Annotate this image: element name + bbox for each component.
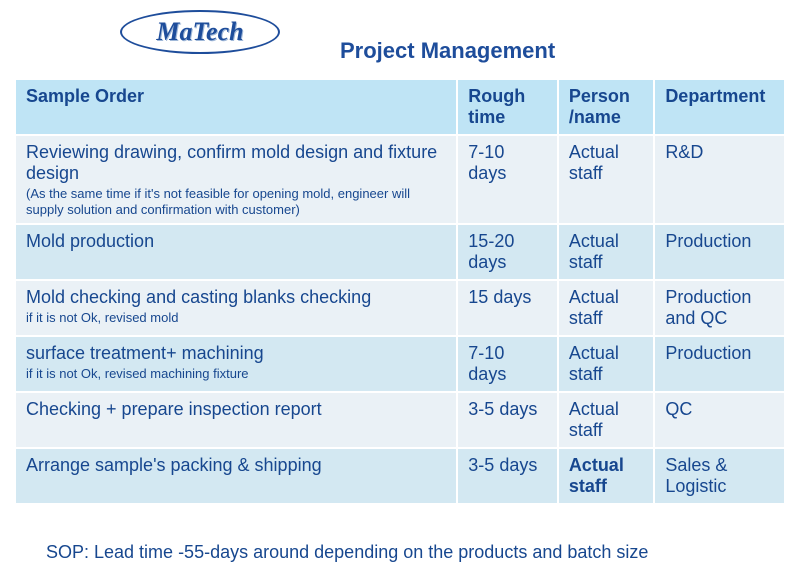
table-header-row: Sample Order Rough time Person /name Dep… bbox=[15, 79, 785, 135]
table-row: Arrange sample's packing & shipping 3-5 d… bbox=[15, 448, 785, 504]
order-subnote: (As the same time if it's not feasible f… bbox=[26, 186, 446, 217]
cell-person: Actual staff bbox=[558, 224, 655, 280]
cell-dept: QC bbox=[654, 392, 785, 448]
cell-order: Arrange sample's packing & shipping bbox=[15, 448, 457, 504]
page-title: Project Management bbox=[340, 38, 555, 64]
order-main: Mold checking and casting blanks checkin… bbox=[26, 287, 371, 307]
cell-person: Actual staff bbox=[558, 448, 655, 504]
table-row: Mold checking and casting blanks checkin… bbox=[15, 280, 785, 336]
cell-dept: Sales & Logistic bbox=[654, 448, 785, 504]
project-table: Sample Order Rough time Person /name Dep… bbox=[14, 78, 786, 505]
order-main: Mold production bbox=[26, 231, 154, 251]
cell-person: Actual staff bbox=[558, 135, 655, 224]
cell-time: 7-10 days bbox=[457, 336, 558, 392]
cell-dept: Production bbox=[654, 224, 785, 280]
col-order-header: Sample Order bbox=[15, 79, 457, 135]
cell-time: 3-5 days bbox=[457, 392, 558, 448]
cell-dept: Production and QC bbox=[654, 280, 785, 336]
cell-order: Mold checking and casting blanks checkin… bbox=[15, 280, 457, 336]
cell-dept: R&D bbox=[654, 135, 785, 224]
cell-time: 3-5 days bbox=[457, 448, 558, 504]
col-time-header: Rough time bbox=[457, 79, 558, 135]
col-person-header: Person /name bbox=[558, 79, 655, 135]
logo-text: MaTech bbox=[156, 17, 243, 47]
cell-order: Checking + prepare inspection report bbox=[15, 392, 457, 448]
cell-order: surface treatment+ machining if it is not… bbox=[15, 336, 457, 392]
table-row: Mold production 15-20 daysActual staffPro… bbox=[15, 224, 785, 280]
col-dept-header: Department bbox=[654, 79, 785, 135]
footer-note: SOP: Lead time -55-days around depending… bbox=[46, 542, 648, 563]
table-row: Reviewing drawing, confirm mold design a… bbox=[15, 135, 785, 224]
order-subnote: if it is not Ok, revised mold bbox=[26, 310, 446, 326]
logo-container: MaTech bbox=[120, 10, 280, 54]
cell-time: 15-20 days bbox=[457, 224, 558, 280]
cell-person: Actual staff bbox=[558, 280, 655, 336]
cell-time: 7-10 days bbox=[457, 135, 558, 224]
table-body: Reviewing drawing, confirm mold design a… bbox=[15, 135, 785, 504]
logo-ellipse: MaTech bbox=[120, 10, 280, 54]
order-main: Arrange sample's packing & shipping bbox=[26, 455, 322, 475]
order-main: surface treatment+ machining bbox=[26, 343, 264, 363]
cell-order: Reviewing drawing, confirm mold design a… bbox=[15, 135, 457, 224]
order-subnote: if it is not Ok, revised machining fixtu… bbox=[26, 366, 446, 382]
order-main: Reviewing drawing, confirm mold design a… bbox=[26, 142, 437, 183]
cell-dept: Production bbox=[654, 336, 785, 392]
cell-person: Actual staff bbox=[558, 392, 655, 448]
cell-person: Actual staff bbox=[558, 336, 655, 392]
table-row: surface treatment+ machining if it is not… bbox=[15, 336, 785, 392]
order-main: Checking + prepare inspection report bbox=[26, 399, 322, 419]
table-row: Checking + prepare inspection report 3-5 … bbox=[15, 392, 785, 448]
cell-order: Mold production bbox=[15, 224, 457, 280]
cell-time: 15 days bbox=[457, 280, 558, 336]
